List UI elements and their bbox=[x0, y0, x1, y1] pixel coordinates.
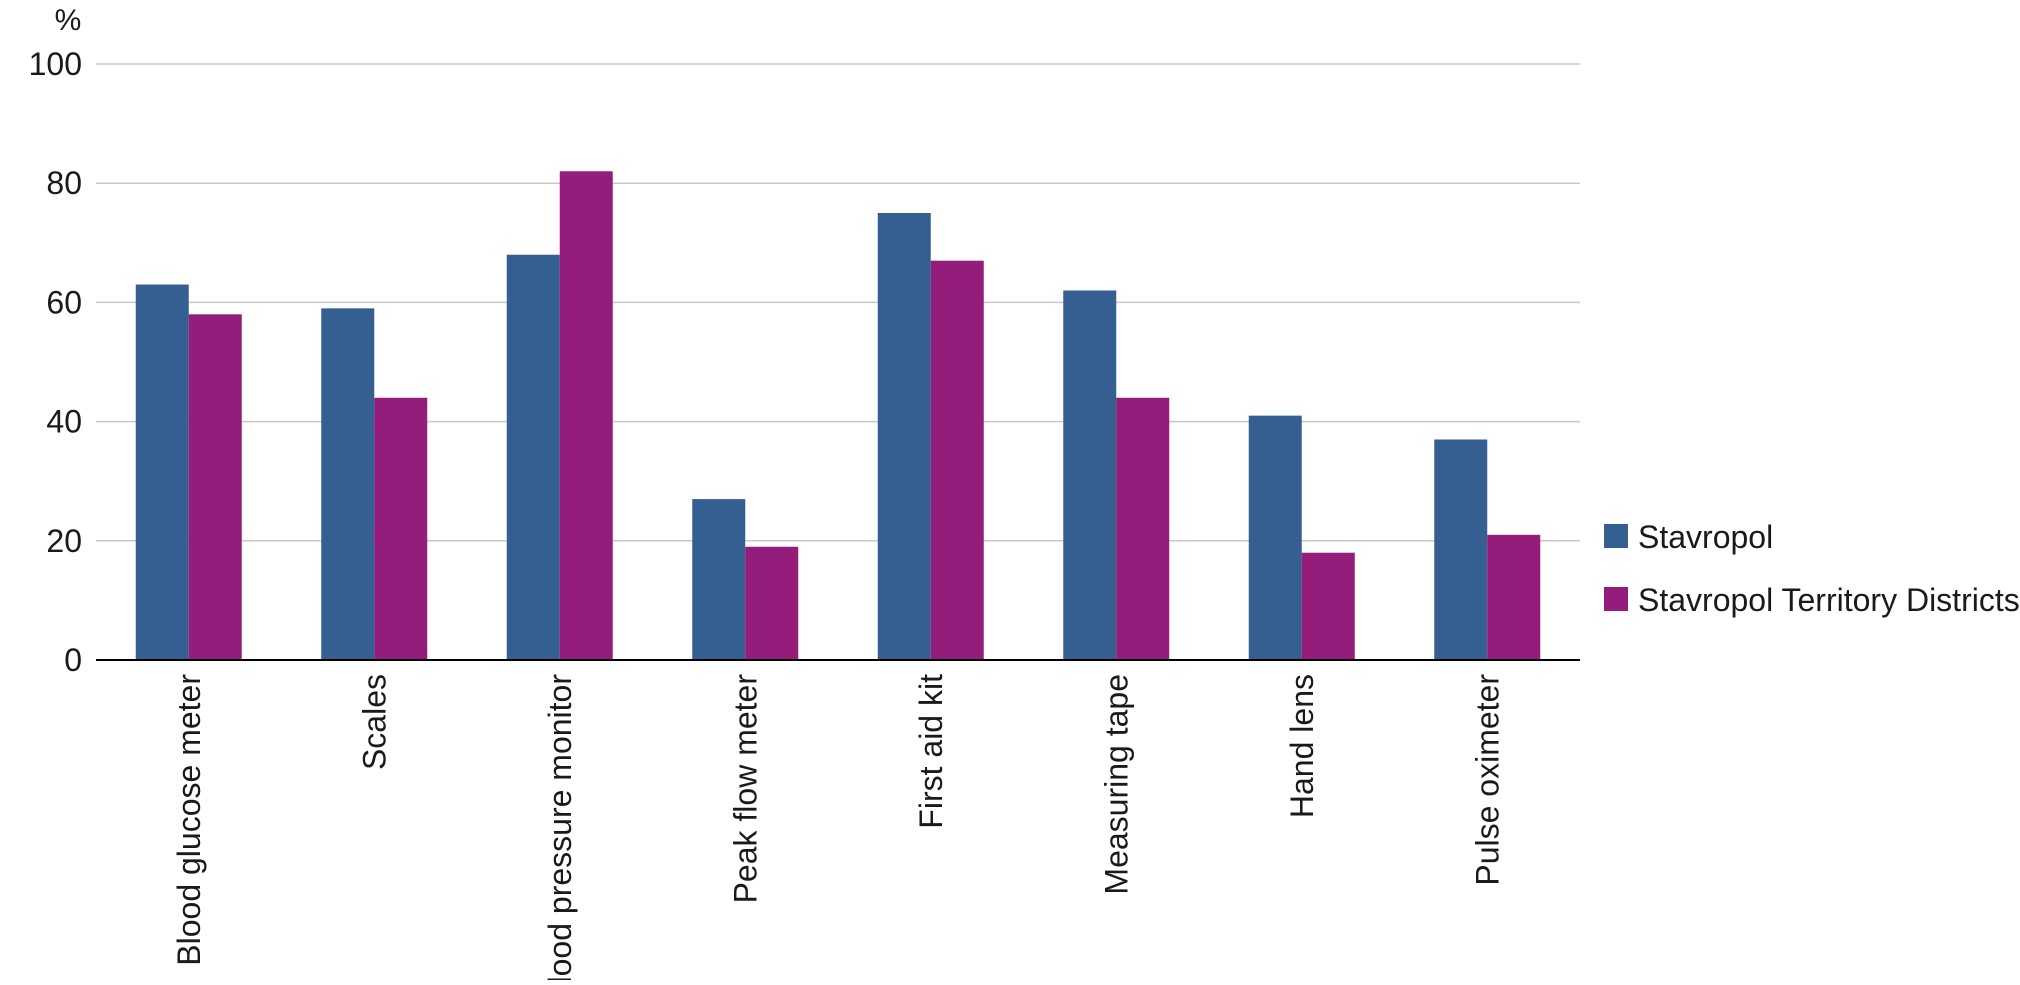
x-category-label: Peak flow meter bbox=[727, 674, 763, 904]
y-tick-label: 0 bbox=[64, 642, 82, 678]
bar-stavropol bbox=[135, 284, 189, 660]
y-axis-unit-label: % bbox=[55, 4, 82, 37]
bar-stavropol bbox=[1434, 439, 1488, 660]
bar-territory-districts bbox=[745, 546, 799, 660]
y-tick-label: 80 bbox=[46, 165, 82, 201]
legend-label: Stavropol Territory Districts bbox=[1638, 582, 2020, 618]
bar-stavropol bbox=[692, 499, 746, 660]
bars bbox=[135, 171, 1541, 660]
bar-stavropol bbox=[877, 213, 931, 660]
legend-swatch bbox=[1604, 587, 1628, 611]
legend: Stavropol Stavropol Territory Districts bbox=[1604, 519, 2020, 618]
bar-stavropol bbox=[1063, 290, 1117, 660]
legend-label: Stavropol bbox=[1638, 519, 1773, 555]
x-axis-category-labels: Blood glucose meter Scales Blood pressure … bbox=[171, 674, 1506, 985]
x-category-label: Pulse oximeter bbox=[1469, 674, 1505, 886]
y-tick-label: 60 bbox=[46, 284, 82, 320]
bar-territory-districts bbox=[374, 397, 428, 660]
y-tick-label: 40 bbox=[46, 404, 82, 440]
y-tick-label: 20 bbox=[46, 523, 82, 559]
bar-territory-districts bbox=[1116, 397, 1170, 660]
y-tick-label: 100 bbox=[29, 46, 82, 82]
bar-stavropol bbox=[321, 308, 375, 660]
x-category-label: Blood glucose meter bbox=[171, 674, 207, 966]
x-category-label: Hand lens bbox=[1284, 674, 1320, 818]
gridlines bbox=[96, 63, 1580, 542]
x-category-label: First aid kit bbox=[913, 674, 949, 829]
x-category-label: Measuring tape bbox=[1098, 674, 1134, 895]
bar-territory-districts bbox=[930, 260, 984, 660]
y-axis-tick-labels: 0 20 40 60 80 100 bbox=[29, 46, 82, 678]
bar-stavropol bbox=[506, 254, 560, 660]
bar-territory-districts bbox=[1487, 534, 1541, 660]
bar-stavropol bbox=[1248, 415, 1302, 660]
bar-territory-districts bbox=[188, 314, 242, 660]
bar-territory-districts bbox=[1301, 552, 1355, 660]
legend-swatch bbox=[1604, 524, 1628, 548]
x-category-label: Blood pressure monitor bbox=[542, 674, 578, 980]
x-category-label: Scales bbox=[356, 674, 392, 770]
bar-territory-districts bbox=[559, 171, 613, 660]
